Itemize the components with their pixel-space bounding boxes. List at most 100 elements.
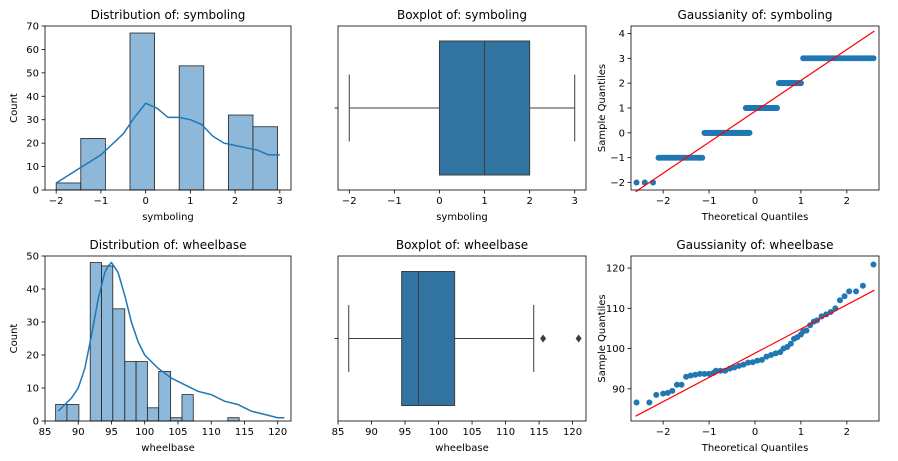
x-tick-label: −1 bbox=[702, 427, 717, 438]
x-tick-label: −2 bbox=[656, 196, 671, 207]
subplot-title: Distribution of: symboling bbox=[91, 8, 246, 22]
x-tick-label: 2 bbox=[844, 427, 850, 438]
qq-point bbox=[841, 293, 848, 300]
qq-point bbox=[846, 288, 853, 295]
y-tick-label: −2 bbox=[610, 178, 625, 189]
x-tick-label: 85 bbox=[39, 427, 52, 438]
subplot-title: Boxplot of: wheelbase bbox=[396, 238, 528, 252]
subplot-title: Distribution of: wheelbase bbox=[90, 238, 247, 252]
qq-point bbox=[669, 387, 676, 394]
histogram-bar bbox=[89, 262, 102, 422]
histogram-bar bbox=[170, 417, 183, 422]
x-tick-label: 1 bbox=[798, 427, 804, 438]
histogram-bar bbox=[146, 407, 160, 422]
qq-point bbox=[763, 353, 770, 360]
x-tick-label: −1 bbox=[94, 196, 109, 207]
x-tick-label: 95 bbox=[399, 427, 412, 438]
x-tick-label: 0 bbox=[436, 196, 442, 207]
qq-point bbox=[859, 282, 866, 289]
histogram-bar bbox=[181, 394, 194, 422]
qq-point bbox=[774, 105, 781, 111]
y-tick-label: 40 bbox=[26, 92, 39, 103]
histogram-bar bbox=[227, 417, 240, 422]
y-tick-label: 3 bbox=[619, 54, 625, 65]
x-tick-label: 1 bbox=[798, 196, 804, 207]
x-axis-label: symboling bbox=[436, 212, 488, 223]
y-tick-label: 50 bbox=[26, 68, 39, 79]
qq-point bbox=[664, 389, 671, 396]
x-tick-label: 2 bbox=[232, 196, 238, 207]
histogram-bar bbox=[55, 404, 68, 422]
qq-point bbox=[633, 179, 640, 186]
x-tick-label: 0 bbox=[142, 196, 148, 207]
qq-point bbox=[870, 261, 877, 268]
x-tick-label: −2 bbox=[656, 427, 671, 438]
qq-point bbox=[660, 390, 667, 397]
qq-point bbox=[787, 340, 794, 347]
qq-point bbox=[731, 364, 738, 371]
y-tick-label: 20 bbox=[26, 351, 39, 362]
y-tick-label: 2 bbox=[619, 79, 625, 90]
qq-point bbox=[646, 399, 653, 406]
x-axis-label: wheelbase bbox=[435, 443, 488, 454]
qq-point bbox=[687, 372, 694, 379]
axes-frame bbox=[44, 255, 292, 422]
x-tick-label: 105 bbox=[168, 427, 187, 438]
x-tick-label: 2 bbox=[526, 196, 532, 207]
qq-point bbox=[836, 297, 843, 304]
subplot-2 bbox=[334, 25, 587, 194]
x-tick-label: 3 bbox=[572, 196, 578, 207]
subplot-title: Gaussianity of: symboling bbox=[678, 8, 833, 22]
qq-point bbox=[758, 356, 765, 363]
qq-point bbox=[768, 352, 775, 358]
x-tick-label: 95 bbox=[105, 427, 118, 438]
qq-point bbox=[633, 399, 640, 406]
qq-point bbox=[749, 359, 756, 366]
qq-point bbox=[692, 371, 699, 378]
subplot-5 bbox=[334, 255, 587, 425]
y-tick-label: 10 bbox=[26, 384, 39, 395]
outlier-point bbox=[575, 334, 582, 343]
y-tick-label: 100 bbox=[606, 344, 625, 355]
subplot-title: Boxplot of: symboling bbox=[397, 8, 527, 22]
y-tick-label: 10 bbox=[26, 162, 39, 173]
histogram-bar bbox=[80, 138, 106, 191]
histogram-bar bbox=[227, 114, 254, 191]
qq-point bbox=[735, 362, 742, 369]
reference-line bbox=[635, 289, 875, 417]
histogram-bar bbox=[112, 308, 126, 422]
y-tick-label: 50 bbox=[26, 252, 39, 263]
y-axis-label: Count bbox=[9, 93, 20, 123]
qq-point bbox=[740, 361, 747, 368]
x-tick-label: 105 bbox=[463, 427, 482, 438]
qq-point bbox=[699, 154, 706, 161]
x-tick-label: 1 bbox=[187, 196, 193, 207]
qq-point bbox=[653, 391, 660, 398]
qq-point bbox=[696, 370, 703, 377]
histogram-bar bbox=[252, 126, 278, 191]
x-tick-label: 0 bbox=[752, 427, 758, 438]
histogram-bar bbox=[178, 65, 205, 191]
qq-point bbox=[772, 350, 779, 357]
qq-point bbox=[683, 373, 690, 380]
histogram-bar bbox=[101, 265, 114, 422]
qq-point bbox=[853, 288, 860, 295]
reference-line bbox=[635, 30, 875, 193]
y-tick-label: 1 bbox=[619, 104, 625, 115]
x-tick-label: 115 bbox=[235, 427, 254, 438]
qq-point bbox=[701, 370, 708, 377]
y-axis-label: Sample Quantiles bbox=[597, 64, 608, 152]
x-tick-label: 90 bbox=[72, 427, 85, 438]
x-tick-label: 100 bbox=[135, 427, 154, 438]
subplot-1 bbox=[41, 25, 292, 194]
y-axis-label: Count bbox=[9, 324, 20, 354]
y-tick-label: −1 bbox=[610, 153, 625, 164]
x-tick-label: −1 bbox=[387, 196, 402, 207]
x-tick-label: 100 bbox=[429, 427, 448, 438]
histogram-bar bbox=[158, 371, 172, 422]
x-tick-label: 2 bbox=[844, 196, 850, 207]
x-tick-label: 90 bbox=[365, 427, 378, 438]
x-tick-label: −2 bbox=[49, 196, 64, 207]
x-axis-label: wheelbase bbox=[141, 443, 194, 454]
